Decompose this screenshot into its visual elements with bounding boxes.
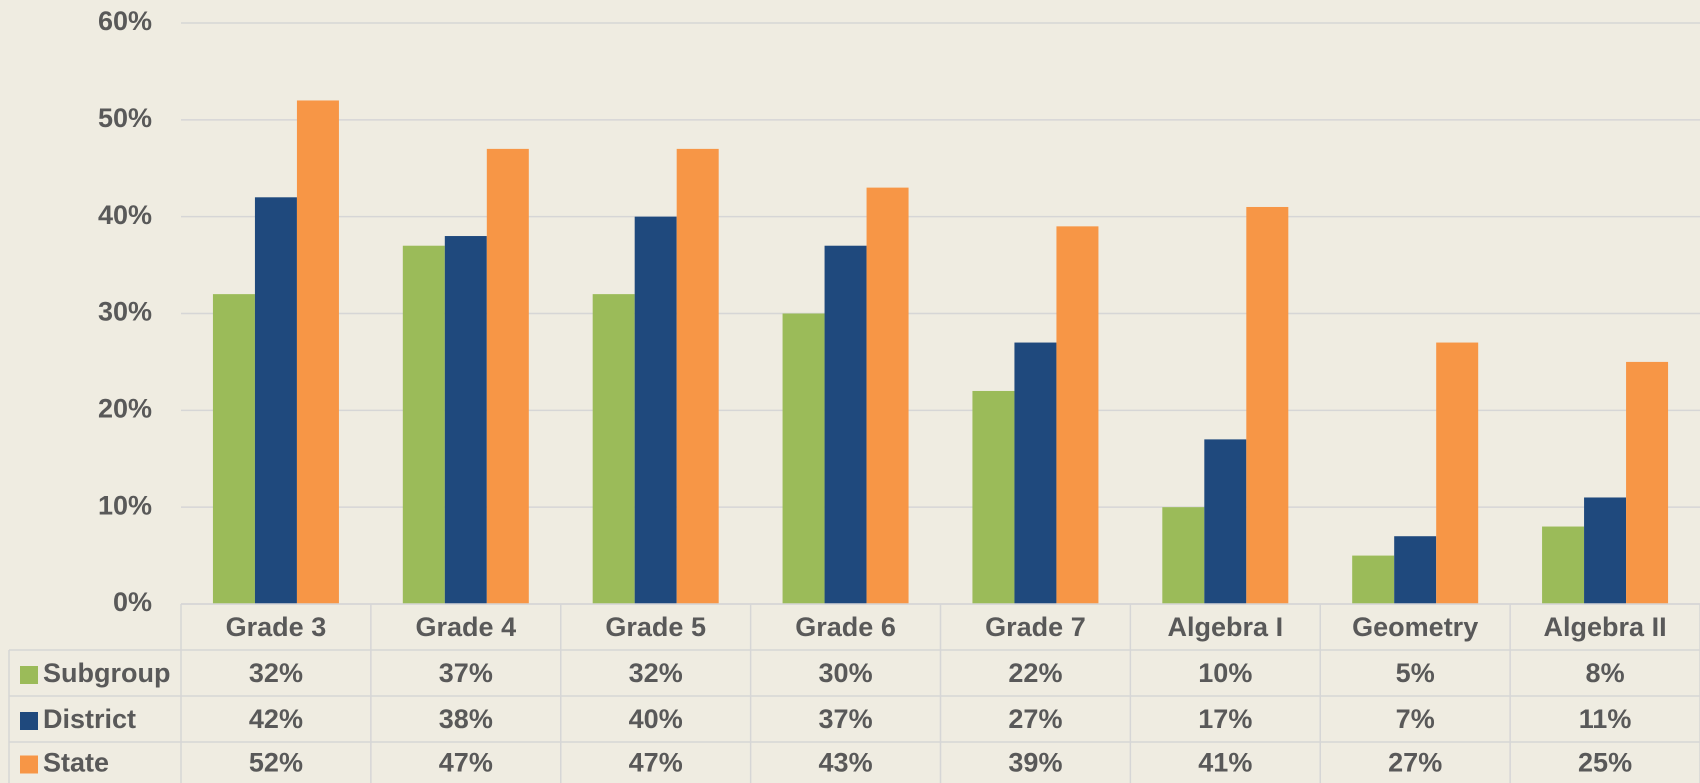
bar: [1204, 439, 1247, 604]
table-value: 25%: [1578, 748, 1632, 778]
table-value: 10%: [1198, 658, 1252, 688]
table-value: 17%: [1198, 704, 1252, 734]
bar: [634, 216, 677, 604]
bar: [824, 245, 867, 604]
bar: [1352, 555, 1395, 604]
table-value: 27%: [1388, 748, 1442, 778]
y-tick-label: 0%: [113, 587, 152, 617]
table-value: 22%: [1008, 658, 1062, 688]
table-value: 30%: [819, 658, 873, 688]
bar: [592, 294, 635, 604]
bar: [402, 245, 445, 604]
legend-key: [20, 666, 38, 684]
table-value: 39%: [1008, 748, 1062, 778]
x-tick-label: Grade 3: [226, 612, 327, 642]
table-value: 52%: [249, 748, 303, 778]
x-tick-label: Grade 4: [416, 612, 517, 642]
table-value: 32%: [249, 658, 303, 688]
bar: [1162, 507, 1205, 604]
table-value: 42%: [249, 704, 303, 734]
x-tick-label: Algebra I: [1168, 612, 1284, 642]
table-value: 11%: [1579, 704, 1632, 734]
table-value: 41%: [1198, 748, 1252, 778]
legend-label: Subgroup: [43, 658, 170, 688]
bar: [1394, 536, 1437, 604]
bar: [1014, 342, 1057, 604]
bar: [866, 187, 909, 604]
table-value: 8%: [1586, 658, 1625, 688]
x-tick-label: Grade 7: [985, 612, 1086, 642]
table-value: 7%: [1396, 704, 1435, 734]
bar: [1056, 226, 1099, 604]
x-tick-label: Grade 5: [605, 612, 706, 642]
x-tick-label: Grade 6: [795, 612, 896, 642]
bar: [212, 294, 255, 604]
x-tick-label: Algebra II: [1544, 612, 1667, 642]
y-tick-label: 60%: [98, 6, 152, 36]
table-value: 43%: [819, 748, 873, 778]
bar: [1246, 206, 1289, 604]
table-value: 47%: [629, 748, 683, 778]
bar: [782, 313, 825, 604]
table-value: 32%: [629, 658, 683, 688]
legend-key: [20, 712, 38, 730]
bar: [444, 236, 487, 605]
table-value: 27%: [1008, 704, 1062, 734]
x-tick-label: Geometry: [1352, 612, 1478, 642]
y-tick-label: 40%: [98, 200, 152, 230]
table-value: 37%: [819, 704, 873, 734]
bar: [254, 197, 297, 605]
bar: [1626, 361, 1669, 604]
bar: [1542, 526, 1585, 604]
y-tick-label: 20%: [98, 393, 152, 423]
y-tick-label: 30%: [98, 297, 152, 327]
table-value: 38%: [439, 704, 493, 734]
legend-label: District: [43, 704, 136, 734]
legend-label: State: [43, 748, 109, 778]
legend-key: [20, 755, 38, 774]
table-value: 40%: [629, 704, 683, 734]
bar: [486, 148, 529, 604]
table-value: 5%: [1396, 658, 1435, 688]
y-tick-label: 10%: [98, 490, 152, 520]
table-value: 47%: [439, 748, 493, 778]
bar: [1436, 342, 1479, 604]
bar: [296, 100, 339, 604]
bar: [1584, 497, 1627, 604]
y-tick-label: 50%: [98, 103, 152, 133]
bar: [676, 148, 719, 604]
table-value: 37%: [439, 658, 493, 688]
bar: [972, 390, 1015, 604]
